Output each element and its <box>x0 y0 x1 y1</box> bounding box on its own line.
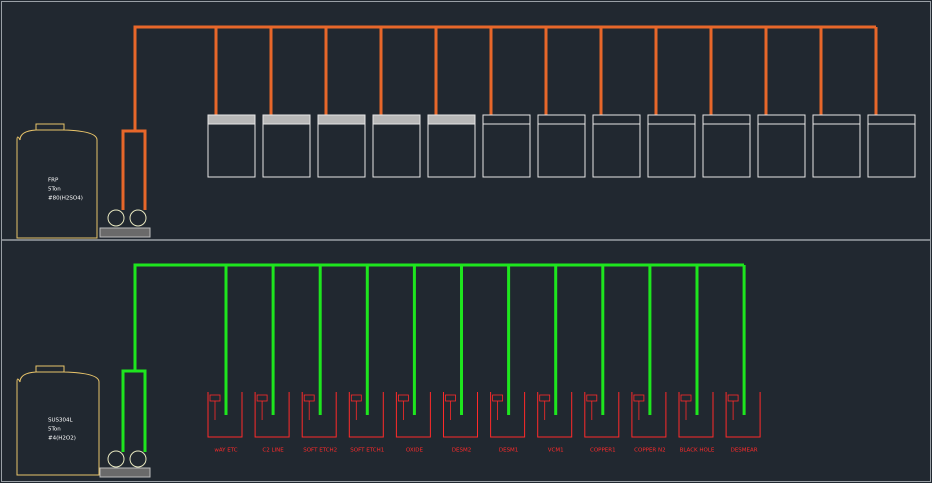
upper-bath-header <box>537 114 586 125</box>
upper-bath-header <box>372 114 421 125</box>
pumps <box>99 209 151 478</box>
station-label: BLACK HOLE <box>680 448 715 454</box>
lower-tank-label: SUS304L 5Ton #4(H2O2) <box>48 418 76 442</box>
station-label: DESMEAR <box>731 448 758 454</box>
green-pipes <box>121 263 744 452</box>
upper-tank-label: FRP 5Ton #80(H2SO4) <box>48 178 83 202</box>
station-label: COPPER1 <box>590 448 616 454</box>
red-valve <box>350 394 362 402</box>
station-label: SOFT ETCH2 <box>303 448 337 454</box>
upper-bath-header <box>867 114 916 125</box>
station-label: C2 LINE <box>262 448 284 454</box>
red-valve <box>209 394 221 402</box>
orange-pipes <box>121 25 876 210</box>
red-bath <box>348 392 384 438</box>
red-valve <box>492 394 504 402</box>
upper-bath-header <box>812 114 861 125</box>
red-valve <box>633 394 645 402</box>
red-bath <box>631 392 667 438</box>
upper-bath-header <box>592 114 641 125</box>
red-bath <box>584 392 620 438</box>
red-valve <box>397 394 409 402</box>
red-valve <box>303 394 315 402</box>
tank-text: SUS304L <box>48 418 74 424</box>
red-bath <box>395 392 431 438</box>
red-bath <box>725 392 761 438</box>
red-valve <box>727 394 739 402</box>
upper-bath-header <box>262 114 311 125</box>
tank-text: 5Ton <box>48 427 61 433</box>
station-label: VCM1 <box>548 448 564 454</box>
red-bath <box>207 392 243 438</box>
red-bath <box>254 392 290 438</box>
station-label: DESM1 <box>499 448 518 454</box>
red-valve <box>586 394 598 402</box>
red-bath <box>537 392 573 438</box>
red-bath <box>490 392 526 438</box>
station-label: SOFT ETCH1 <box>350 448 384 454</box>
red-valve <box>256 394 268 402</box>
red-valve <box>680 394 692 402</box>
station-label: wAY ETC <box>214 448 237 454</box>
red-valve <box>445 394 456 402</box>
upper-bath-header <box>702 114 751 125</box>
red-bath <box>301 392 337 438</box>
station-label: COPPER N2 <box>634 448 665 454</box>
upper-bath-header <box>647 114 696 125</box>
tank-text: FRP <box>48 178 59 184</box>
upper-tank <box>16 123 98 239</box>
upper-bath-header <box>757 114 806 125</box>
upper-bath-header <box>427 114 476 125</box>
station-label: OXIDE <box>406 448 424 454</box>
tank-text: 5Ton <box>48 187 61 193</box>
tank-text: #80(H2SO4) <box>48 196 83 202</box>
red-bath <box>678 392 714 438</box>
tank-text: #4(H2O2) <box>48 436 76 442</box>
upper-bath-header <box>207 114 256 125</box>
red-bath <box>443 392 478 438</box>
station-label: DESM2 <box>452 448 471 454</box>
upper-bath-header <box>482 114 531 125</box>
upper-bath-header <box>317 114 366 125</box>
lower-tank <box>16 365 100 476</box>
red-valve <box>539 394 551 402</box>
